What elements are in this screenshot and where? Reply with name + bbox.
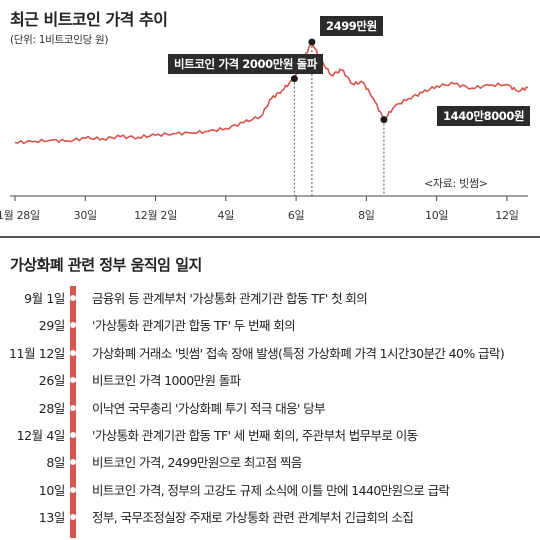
log-row-text: 가상화폐 거래소 '빗썸' 접속 장애 발생(특정 가상화폐 가격 1시간30분… bbox=[92, 345, 505, 361]
log-row: 13일 정부, 국무조정실장 주재로 가상통화 관련 관계부처 긴급회의 소집 bbox=[0, 507, 540, 529]
log-row-text: 금융위 등 관계부처 '가상통화 관계기관 합동 TF' 첫 회의 bbox=[92, 291, 368, 306]
timeline-dot bbox=[70, 404, 76, 411]
log-row-date: 11월 12일 bbox=[9, 345, 65, 361]
log-row-text: 정부, 국무조정실장 주재로 가상통화 관련 관계부처 긴급회의 소집 bbox=[92, 510, 414, 526]
annotation-callout: 2499만원 bbox=[320, 16, 383, 36]
chart-subtitle: (단위: 1비트코인당 원) bbox=[10, 34, 109, 46]
log-row-date: 9월 1일 bbox=[24, 291, 65, 306]
timeline-dot bbox=[70, 486, 76, 493]
timeline-dot bbox=[70, 432, 76, 438]
x-tick-label: 12월 2일 bbox=[134, 209, 178, 222]
x-tick-label: 12일 bbox=[495, 209, 519, 222]
log-row-date: 29일 bbox=[38, 318, 66, 334]
log-row: 11월 12일 가상화폐 거래소 '빗썸' 접속 장애 발생(특정 가상화폐 가격… bbox=[0, 343, 540, 365]
section-divider bbox=[0, 236, 540, 238]
timeline-dot bbox=[70, 514, 76, 521]
log-row-text: 비트코인 가격, 정부의 고강도 규제 소식에 이틀 만에 1440만원으로 급… bbox=[92, 482, 450, 498]
log-row-date: 8일 bbox=[46, 455, 65, 471]
log-row: 9월 1일 금융위 등 관계부처 '가상통화 관계기관 합동 TF' 첫 회의 bbox=[0, 288, 540, 310]
annotation-markers bbox=[290, 38, 388, 124]
log-row: 12월 4일 '가상통화 관계기관 합동 TF' 세 번째 회의, 주관부처 법무… bbox=[0, 425, 540, 447]
log-row-date: 10일 bbox=[38, 482, 66, 498]
timeline-dot bbox=[70, 295, 76, 301]
annotation-marker bbox=[308, 38, 316, 46]
x-tick-label: 11월 28일 bbox=[0, 209, 40, 222]
timeline-dot bbox=[70, 349, 76, 356]
chart-title: 최근 비트코인 가격 추이 bbox=[10, 10, 168, 29]
log-row-text: 비트코인 가격, 2499만원으로 최고점 찍음 bbox=[92, 455, 302, 471]
log-row: 8일 비트코인 가격, 2499만원으로 최고점 찍음 bbox=[0, 452, 540, 474]
log-row-date: 13일 bbox=[38, 510, 66, 526]
x-tick-label: 6일 bbox=[287, 209, 305, 222]
x-axis-ticks bbox=[14, 196, 508, 201]
x-tick-label: 10일 bbox=[425, 209, 449, 222]
timeline-dot bbox=[70, 377, 76, 384]
annotation-marker bbox=[290, 75, 298, 83]
log-row-text: '가상통화 관계기관 합동 TF' 두 번째 회의 bbox=[92, 318, 296, 334]
annotation-callout: 1440만8000원 bbox=[437, 106, 531, 126]
timeline-dot bbox=[70, 322, 76, 329]
x-tick-label: 8일 bbox=[358, 209, 375, 222]
annotation-marker bbox=[380, 116, 388, 124]
x-tick-label: 4일 bbox=[217, 209, 235, 222]
log-row-text: 비트코인 가격 1000만원 돌파 bbox=[92, 373, 241, 389]
log-row: 28일 이낙연 국무총리 '가상화폐 투기 적극 대응' 당부 bbox=[0, 398, 540, 420]
log-row: 26일 비트코인 가격 1000만원 돌파 bbox=[0, 370, 540, 392]
log-row: 10일 비트코인 가격, 정부의 고강도 규제 소식에 이틀 만에 1440만원으… bbox=[0, 480, 540, 502]
timeline-dot bbox=[70, 459, 76, 466]
log-row-text: 이낙연 국무총리 '가상화폐 투기 적극 대응' 당부 bbox=[92, 400, 326, 416]
log-title: 가상화폐 관련 정부 움직임 일지 bbox=[10, 256, 202, 274]
log-row-date: 26일 bbox=[38, 373, 66, 389]
log-row: 29일 '가상통화 관계기관 합동 TF' 두 번째 회의 bbox=[0, 315, 540, 337]
annotation-callout: 비트코인 가격 2000만원 돌파 bbox=[168, 54, 324, 74]
log-row-text: '가상통화 관계기관 합동 TF' 세 번째 회의, 주관부처 법무부로 이동 bbox=[92, 428, 418, 443]
log-row-date: 28일 bbox=[38, 400, 66, 416]
log-row-date: 12월 4일 bbox=[16, 428, 66, 443]
source-label: <자료: 빗썸> bbox=[424, 177, 488, 190]
timeline-bar bbox=[70, 286, 76, 538]
x-tick-label: 30일 bbox=[73, 209, 98, 222]
